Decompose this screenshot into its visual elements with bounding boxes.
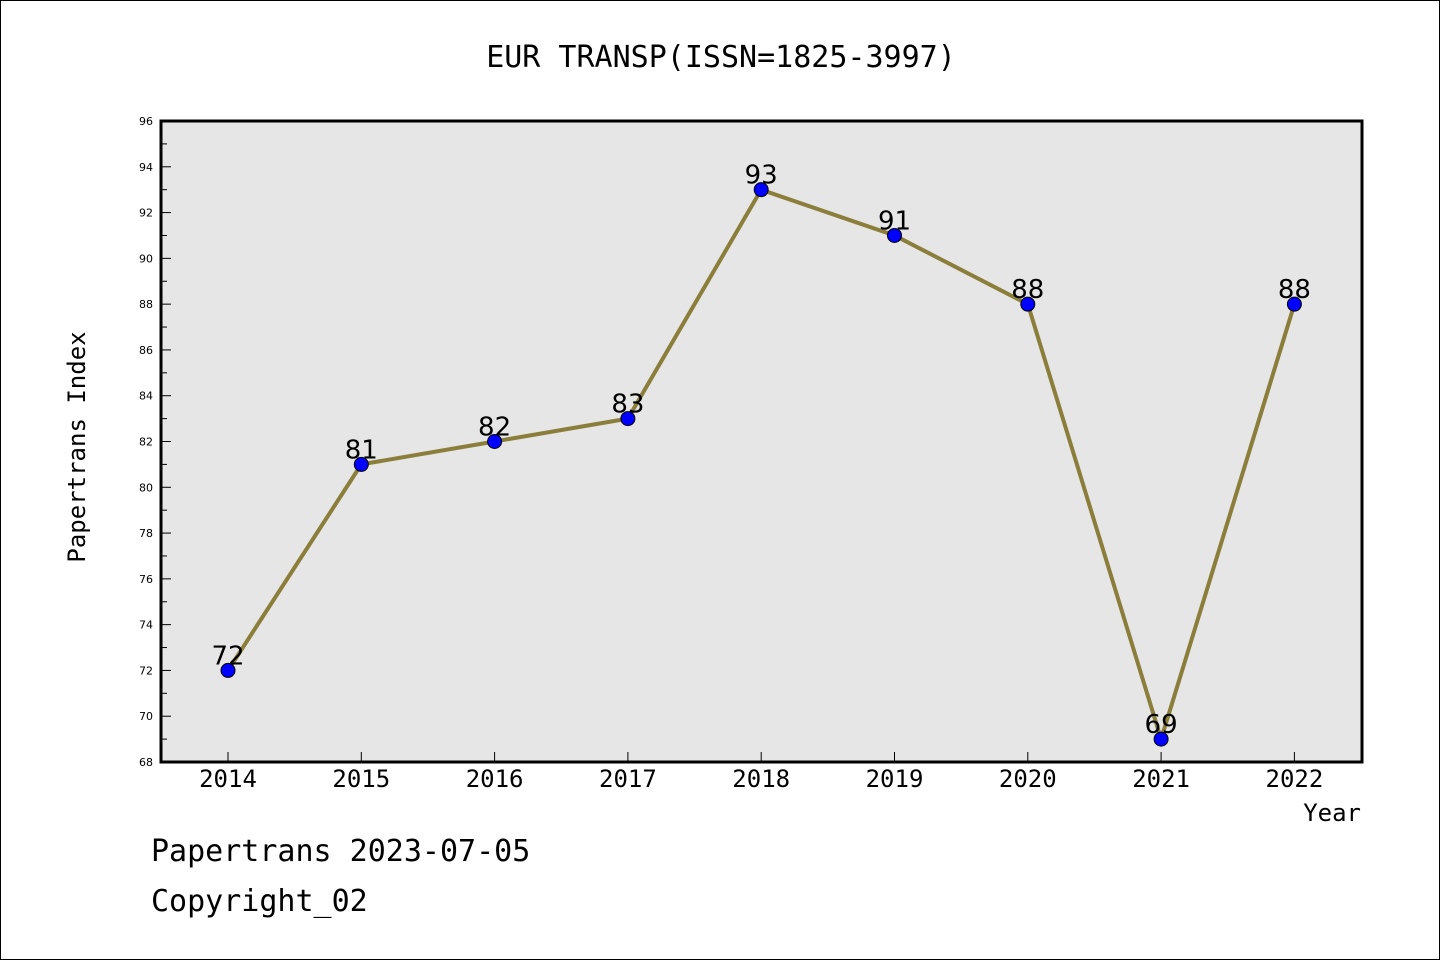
data-point [353, 456, 369, 472]
y-tick-label: 84 [139, 390, 153, 403]
y-tick-label: 90 [139, 252, 153, 265]
x-tick-label: 2021 [1132, 765, 1190, 793]
x-tick-label: 2014 [199, 765, 257, 793]
x-axis: 2014 2015 2016 2017 2018 2019 2020 2021 2022 [199, 752, 1323, 793]
data-point [487, 434, 503, 449]
x-tick-label: 2019 [866, 765, 924, 793]
x-axis-label: Year [1303, 799, 1361, 827]
data-point [620, 411, 636, 427]
x-tick-label: 2016 [466, 765, 524, 793]
y-axis-label: Papertrans Index [63, 331, 91, 562]
y-tick-label: 94 [139, 161, 153, 174]
series-line-group: 72 81 82 83 93 91 88 69 88 [211, 161, 1311, 747]
y-tick-label: 70 [139, 710, 153, 723]
y-tick-label: 88 [139, 298, 153, 311]
data-label: 69 [1145, 710, 1178, 740]
x-tick-label: 2015 [332, 765, 390, 793]
x-tick-label: 2017 [599, 765, 657, 793]
data-point [220, 662, 236, 678]
data-label: 88 [1278, 275, 1311, 305]
y-tick-label: 82 [139, 436, 153, 449]
y-tick-label: 78 [139, 527, 153, 540]
y-tick-label: 80 [139, 481, 153, 494]
data-point [753, 182, 769, 198]
x-tick-label: 2018 [732, 765, 790, 793]
data-point [1286, 296, 1302, 312]
data-point [1153, 731, 1169, 747]
y-tick-label: 86 [139, 344, 153, 357]
footer-copyright: Copyright_02 [151, 884, 368, 919]
x-tick-label: 2020 [999, 765, 1057, 793]
data-label: 81 [345, 435, 378, 465]
data-label: 93 [745, 161, 778, 191]
data-label: 83 [611, 390, 644, 420]
data-label: 88 [1011, 275, 1044, 305]
y-tick-label: 92 [139, 207, 153, 220]
data-label: 91 [878, 206, 911, 236]
y-tick-label: 72 [139, 664, 153, 677]
data-label: 82 [478, 413, 511, 443]
footer-date: Papertrans 2023-07-05 [151, 834, 531, 869]
plot-area [159, 119, 1364, 764]
chart-title: EUR TRANSP(ISSN=1825-3997) [486, 40, 956, 75]
y-axis: 68 70 72 74 76 78 80 82 84 86 88 90 92 94 96 [139, 115, 171, 769]
y-tick-label: 68 [139, 756, 153, 769]
y-tick-label: 74 [139, 619, 153, 632]
x-tick-label: 2022 [1266, 765, 1324, 793]
data-point [887, 227, 902, 243]
y-tick-label: 96 [139, 115, 153, 128]
data-point [1020, 296, 1036, 312]
data-label: 72 [211, 641, 244, 671]
y-tick-label: 76 [139, 573, 153, 586]
